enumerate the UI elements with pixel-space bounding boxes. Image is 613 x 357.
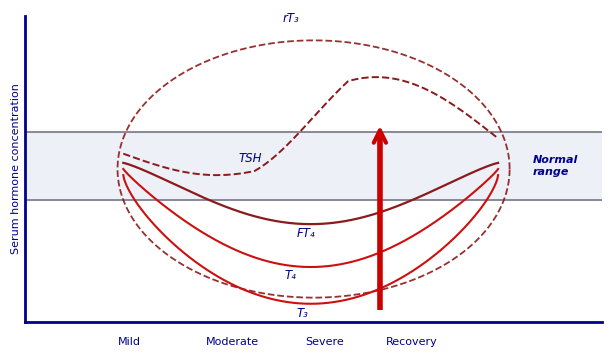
Text: Severe: Severe bbox=[306, 337, 345, 347]
Y-axis label: Serum hormone concentration: Serum hormone concentration bbox=[11, 84, 21, 255]
Text: FT₄: FT₄ bbox=[296, 227, 315, 240]
Text: TSH: TSH bbox=[238, 152, 262, 165]
Text: Normal
range: Normal range bbox=[533, 155, 578, 177]
Bar bbox=[25, 132, 602, 200]
Text: Mild: Mild bbox=[118, 337, 140, 347]
Text: T₄: T₄ bbox=[285, 269, 297, 282]
Text: Moderate: Moderate bbox=[207, 337, 259, 347]
Text: T₃: T₃ bbox=[296, 307, 308, 320]
Text: rT₃: rT₃ bbox=[282, 12, 299, 25]
Text: Recovery: Recovery bbox=[386, 337, 438, 347]
